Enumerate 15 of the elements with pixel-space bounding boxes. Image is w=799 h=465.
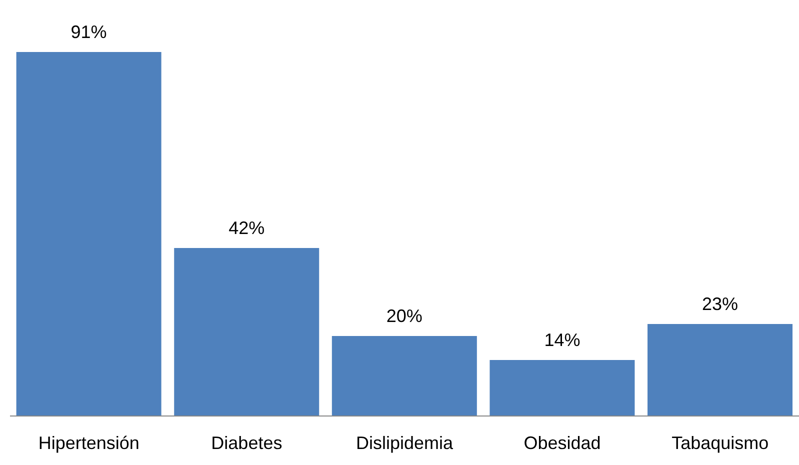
data-label: 14% (544, 330, 580, 350)
x-tick-label: Obesidad (524, 432, 601, 453)
bar (332, 336, 477, 416)
bar (490, 360, 635, 416)
x-tick-label: Diabetes (211, 432, 282, 453)
x-tick-label: Dislipidemia (356, 432, 454, 453)
data-label: 20% (386, 306, 422, 326)
x-tick-label: Hipertensión (38, 432, 140, 453)
data-label: 23% (702, 294, 738, 314)
data-label: 42% (228, 218, 265, 238)
x-tick-label: Tabaquismo (672, 432, 769, 453)
bar (174, 248, 320, 416)
data-label: 91% (70, 22, 107, 42)
bar (648, 324, 793, 416)
bar (16, 52, 162, 416)
